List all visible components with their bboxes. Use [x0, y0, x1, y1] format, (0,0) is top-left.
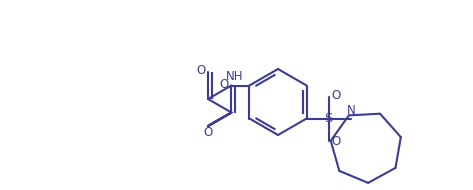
Text: O: O [203, 127, 213, 139]
Text: O: O [196, 64, 206, 78]
Text: O: O [331, 89, 340, 102]
Text: S: S [324, 112, 333, 125]
Text: N: N [347, 104, 356, 117]
Text: O: O [220, 78, 229, 91]
Text: NH: NH [226, 70, 243, 83]
Text: O: O [331, 135, 340, 148]
